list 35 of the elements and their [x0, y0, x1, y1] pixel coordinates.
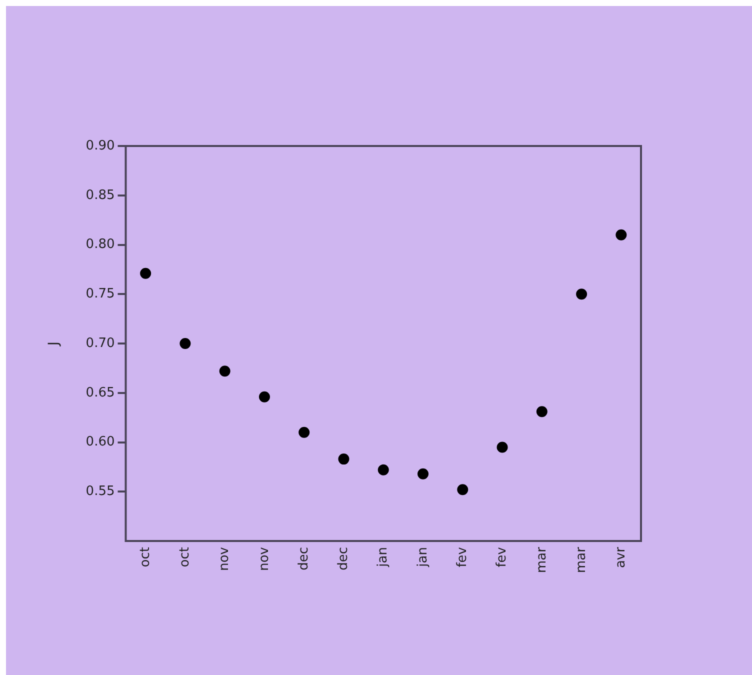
x-tick-label: fev [455, 546, 470, 568]
point [298, 426, 310, 438]
point [258, 391, 270, 402]
y-axis-title: J [46, 341, 62, 347]
x-tick-label: jan [415, 547, 430, 568]
x-tick-label: nov [256, 546, 272, 571]
point [616, 229, 627, 240]
y-tick-label: 0.55 [86, 484, 115, 500]
y-tick-label: 0.65 [86, 385, 115, 400]
y-tick-label: 0.60 [86, 434, 115, 450]
point [496, 442, 508, 453]
point [576, 288, 588, 300]
x-tick-label: dec [296, 547, 312, 570]
y-tick-label: 0.85 [86, 188, 115, 203]
x-tick-label: jan [376, 547, 391, 568]
y-tick-label: 0.75 [86, 286, 115, 302]
x-tick-label: mar [574, 546, 589, 574]
point [140, 268, 152, 279]
point [418, 468, 429, 480]
y-tick-label: 0.70 [86, 336, 115, 351]
y-tick-label: 0.90 [86, 138, 115, 154]
x-tick-label: oct [178, 547, 193, 568]
x-tick-label: avr [614, 546, 629, 568]
point [457, 484, 468, 496]
x-tick-label: oct [138, 547, 153, 568]
y-tick-label: 0.80 [86, 237, 115, 252]
x-tick-label: dec [336, 547, 352, 570]
point [338, 454, 350, 465]
point [536, 406, 548, 418]
point [180, 338, 191, 350]
point [219, 366, 230, 377]
point [378, 464, 389, 476]
x-tick-label: nov [217, 546, 232, 571]
x-tick-label: mar [534, 546, 550, 574]
x-tick-label: fev [494, 546, 510, 568]
